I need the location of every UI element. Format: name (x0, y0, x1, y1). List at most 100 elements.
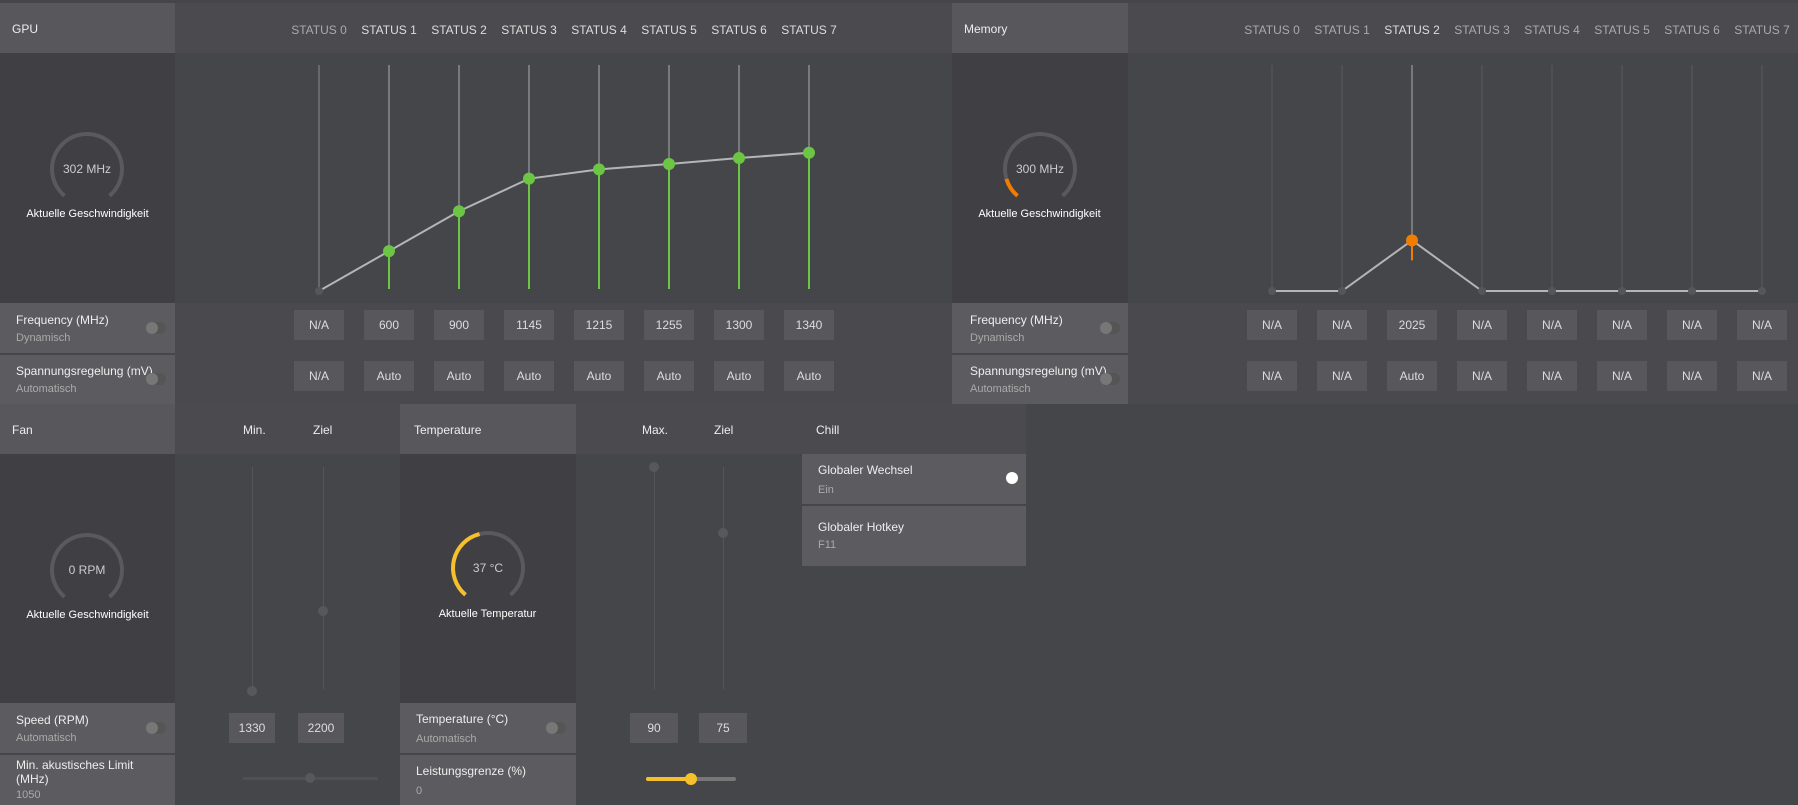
temperature-toggle[interactable] (546, 722, 566, 734)
volt-value-status-1[interactable]: N/A (1317, 361, 1367, 391)
volt-value-status-4[interactable]: Auto (574, 361, 624, 391)
temperature-mode: Automatisch (416, 733, 477, 745)
status-header-3: STATUS 3 (501, 23, 557, 37)
gauge-fill (1004, 178, 1019, 198)
freq-value-status-7[interactable]: N/A (1737, 310, 1787, 340)
volt-value-status-5[interactable]: N/A (1597, 361, 1647, 391)
curve-point-3 (1478, 287, 1486, 295)
fan-min-value[interactable]: 1330 (229, 713, 275, 743)
fan-speed-toggle[interactable] (146, 722, 166, 734)
status-header-0: STATUS 0 (1244, 23, 1300, 37)
freq-value-status-0[interactable]: N/A (294, 310, 344, 340)
fan-speed-gauge (50, 533, 124, 599)
freq-value-status-1[interactable]: 600 (364, 310, 414, 340)
freq-value-status-6[interactable]: 1300 (714, 310, 764, 340)
gpu-frequency-row: Frequency (MHz) Dynamisch (0, 303, 175, 353)
volt-value-status-3[interactable]: Auto (504, 361, 554, 391)
fan-gauge-area (0, 454, 175, 703)
volt-value-status-3[interactable]: N/A (1457, 361, 1507, 391)
memory-frequency-toggle[interactable] (1100, 322, 1120, 334)
gpu-curve-chart (315, 65, 815, 295)
freq-value-status-6[interactable]: N/A (1667, 310, 1717, 340)
fan-limit-row: Min. akustisches Limit (MHz) 1050 (0, 755, 175, 805)
curve-point-0 (1268, 287, 1276, 295)
temperature-label: Temperature (°C) (416, 712, 509, 726)
fan-gauge-value: 0 RPM (68, 563, 106, 577)
status-header-0: STATUS 0 (291, 23, 347, 37)
freq-value-status-7[interactable]: 1340 (784, 310, 834, 340)
temperature-title: Temperature (414, 423, 482, 437)
freq-value-status-0[interactable]: N/A (1247, 310, 1297, 340)
volt-value-status-2[interactable]: Auto (1387, 361, 1437, 391)
fan-limit-label: Min. akustisches Limit (MHz) (16, 758, 134, 786)
curve-line (1272, 239, 1762, 292)
power-limit-label: Leistungsgrenze (%) (416, 764, 527, 778)
volt-value-status-0[interactable]: N/A (1247, 361, 1297, 391)
fan-title: Fan (12, 423, 33, 437)
gauge-fill (451, 532, 481, 597)
fan-min-slider[interactable] (252, 467, 253, 689)
curve-point-2 (1406, 234, 1418, 247)
volt-value-status-7[interactable]: Auto (784, 361, 834, 391)
memory-frequency-row: Frequency (MHz) Dynamisch (952, 303, 1128, 353)
temperature-gauge-area (400, 454, 576, 703)
freq-value-status-4[interactable]: 1215 (574, 310, 624, 340)
freq-value-status-2[interactable]: 2025 (1387, 310, 1437, 340)
curve-point-6 (1688, 287, 1696, 295)
volt-value-status-4[interactable]: N/A (1527, 361, 1577, 391)
status-header-6: STATUS 6 (711, 23, 767, 37)
temperature-max-slider[interactable] (654, 467, 655, 689)
memory-header: Memory (952, 3, 1128, 53)
status-header-6: STATUS 6 (1664, 23, 1720, 37)
freq-value-status-1[interactable]: N/A (1317, 310, 1367, 340)
memory-voltage-label: Spannungsregelung (mV) (970, 364, 1107, 378)
volt-value-status-6[interactable]: N/A (1667, 361, 1717, 391)
chill-hotkey-value: F11 (818, 539, 837, 551)
status-header-1: STATUS 1 (361, 23, 417, 37)
freq-value-status-5[interactable]: N/A (1597, 310, 1647, 340)
curve-point-7 (1758, 287, 1766, 295)
curve-point-6 (733, 152, 745, 165)
volt-value-status-7[interactable]: N/A (1737, 361, 1787, 391)
curve-point-1 (1338, 287, 1346, 295)
memory-speed-gauge (1003, 132, 1077, 198)
freq-value-status-2[interactable]: 900 (434, 310, 484, 340)
chill-global-switch[interactable]: Globaler Wechsel Ein (802, 454, 1026, 504)
curve-point-2 (453, 205, 465, 218)
temperature-target-slider-thumb[interactable] (718, 528, 728, 538)
temperature-target-slider[interactable] (723, 467, 724, 689)
fan-limit-slider-thumb[interactable] (305, 773, 315, 783)
temperature-max-slider-thumb[interactable] (649, 462, 659, 472)
volt-value-status-2[interactable]: Auto (434, 361, 484, 391)
freq-value-status-3[interactable]: N/A (1457, 310, 1507, 340)
freq-value-status-4[interactable]: N/A (1527, 310, 1577, 340)
fan-min-slider-thumb[interactable] (247, 686, 257, 696)
freq-value-status-3[interactable]: 1145 (504, 310, 554, 340)
status-header-1: STATUS 1 (1314, 23, 1370, 37)
fan-gauge-label: Aktuelle Geschwindigkeit (26, 609, 149, 621)
gpu-frequency-toggle[interactable] (146, 322, 166, 334)
curve-point-5 (1618, 287, 1626, 295)
temperature-target-value[interactable]: 75 (699, 713, 747, 743)
chill-global-hotkey[interactable]: Globaler Hotkey F11 (802, 506, 1026, 566)
gpu-voltage-toggle[interactable] (146, 373, 166, 385)
fan-min-column: Min. (243, 423, 266, 437)
memory-gauge-value: 300 MHz (1015, 162, 1065, 176)
status-header-4: STATUS 4 (571, 23, 627, 37)
volt-value-status-0[interactable]: N/A (294, 361, 344, 391)
volt-value-status-6[interactable]: Auto (714, 361, 764, 391)
fan-target-slider-thumb[interactable] (318, 606, 328, 616)
fan-target-value[interactable]: 2200 (298, 713, 344, 743)
curve-point-3 (523, 172, 535, 185)
volt-value-status-5[interactable]: Auto (644, 361, 694, 391)
fan-target-slider[interactable] (323, 467, 324, 689)
power-limit-slider-thumb[interactable] (685, 773, 697, 785)
temperature-max-value[interactable]: 90 (630, 713, 678, 743)
memory-voltage-toggle[interactable] (1100, 373, 1120, 385)
freq-value-status-5[interactable]: 1255 (644, 310, 694, 340)
chill-toggle[interactable] (1006, 472, 1018, 484)
memory-status-header: STATUS 0 STATUS 1 STATUS 2 STATUS 3 STATUS 4… (1128, 3, 1798, 53)
fan-speed-label: Speed (RPM) (16, 713, 89, 727)
volt-value-status-1[interactable]: Auto (364, 361, 414, 391)
fan-header: Fan (0, 404, 175, 454)
